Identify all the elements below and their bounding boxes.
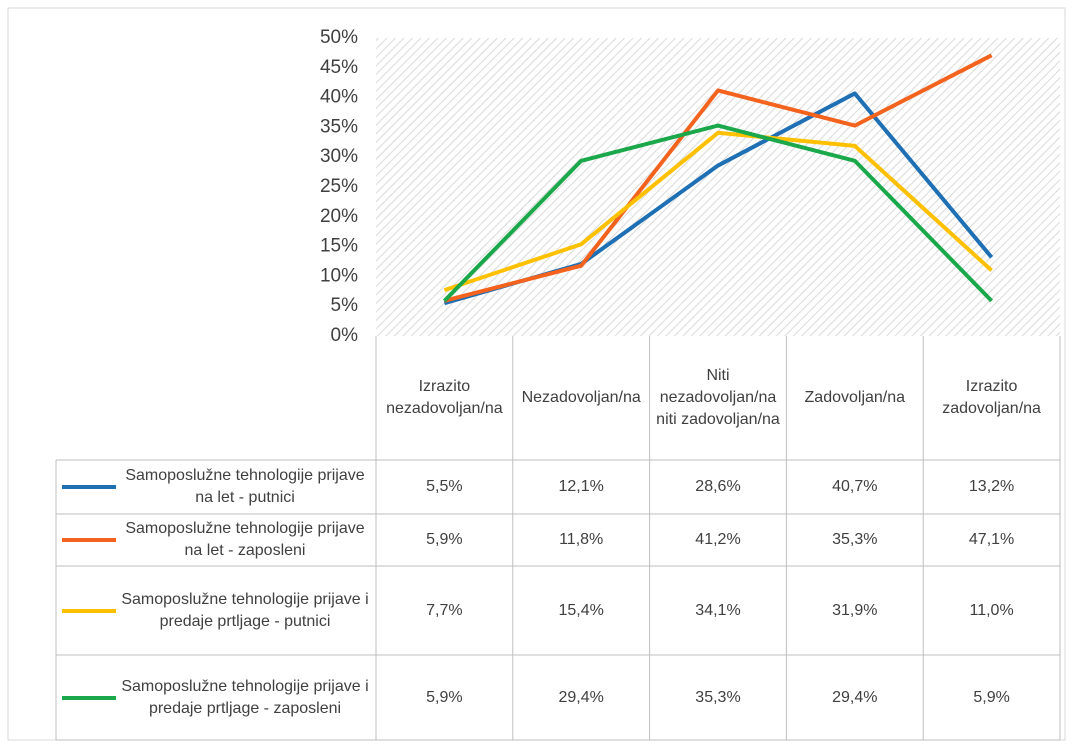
category-label: Niti nezadovoljan/na niti zadovoljan/na [656,367,780,428]
table-value: 40,7% [832,478,878,495]
table-value: 35,3% [832,531,878,548]
table-value: 28,6% [695,478,741,495]
table-value: 11,0% [969,601,1014,619]
category-label: Nezadovoljan/na [521,389,641,406]
legend-key [62,538,116,542]
series-line [443,53,993,303]
y-tick-label: 25% [320,176,358,197]
y-tick-label: 30% [320,146,358,167]
series-line [442,123,994,303]
legend-entry: Samoposlužne tehnologije prijave i preda… [56,566,376,655]
legend-key [62,695,116,700]
y-tick-label: 40% [320,87,358,108]
table-value: 29,4% [832,688,878,706]
table-value: 13,2% [968,478,1015,495]
table-value: 41,2% [695,531,741,548]
legend-entry: Samoposlužne tehnologije prijave na let … [56,460,376,514]
table-value: 29,4% [558,688,604,706]
table-value: 5,9% [973,688,1010,706]
table-value: 47,1% [968,531,1015,548]
table-value: 15,4% [558,601,604,619]
category-label: Izrazito nezadovoljan/na [386,378,503,417]
y-tick-label: 10% [320,265,358,286]
y-tick-label: 45% [320,57,358,78]
table-value: 35,3% [695,688,741,706]
series-line [443,130,993,293]
table-value: 31,9% [832,601,878,619]
table-value: 7,7% [426,601,463,619]
y-tick-label: 15% [320,236,358,257]
table-value: 5,5% [426,478,463,495]
y-tick-label: 50% [320,27,358,48]
legend-key [62,485,116,489]
y-tick-label: 0% [331,325,359,346]
table-value: 5,9% [426,688,463,706]
table-value: 5,9% [426,531,463,548]
table-value: 34,1% [695,601,741,619]
table-value: 12,1% [558,478,604,495]
y-tick-label: 20% [320,206,358,227]
category-label: Izrazito zadovoljan/na [942,378,1041,417]
y-tick-label: 35% [320,116,358,137]
y-tick-label: 5% [331,295,359,316]
plot-area [376,38,1060,336]
table-value: 11,8% [559,531,604,548]
legend-entry: Samoposlužne tehnologije prijave na let … [56,514,376,566]
category-label: Zadovoljan/na [804,389,906,406]
legend-key [62,608,116,613]
legend-entry: Samoposlužne tehnologije prijave i preda… [56,655,376,740]
